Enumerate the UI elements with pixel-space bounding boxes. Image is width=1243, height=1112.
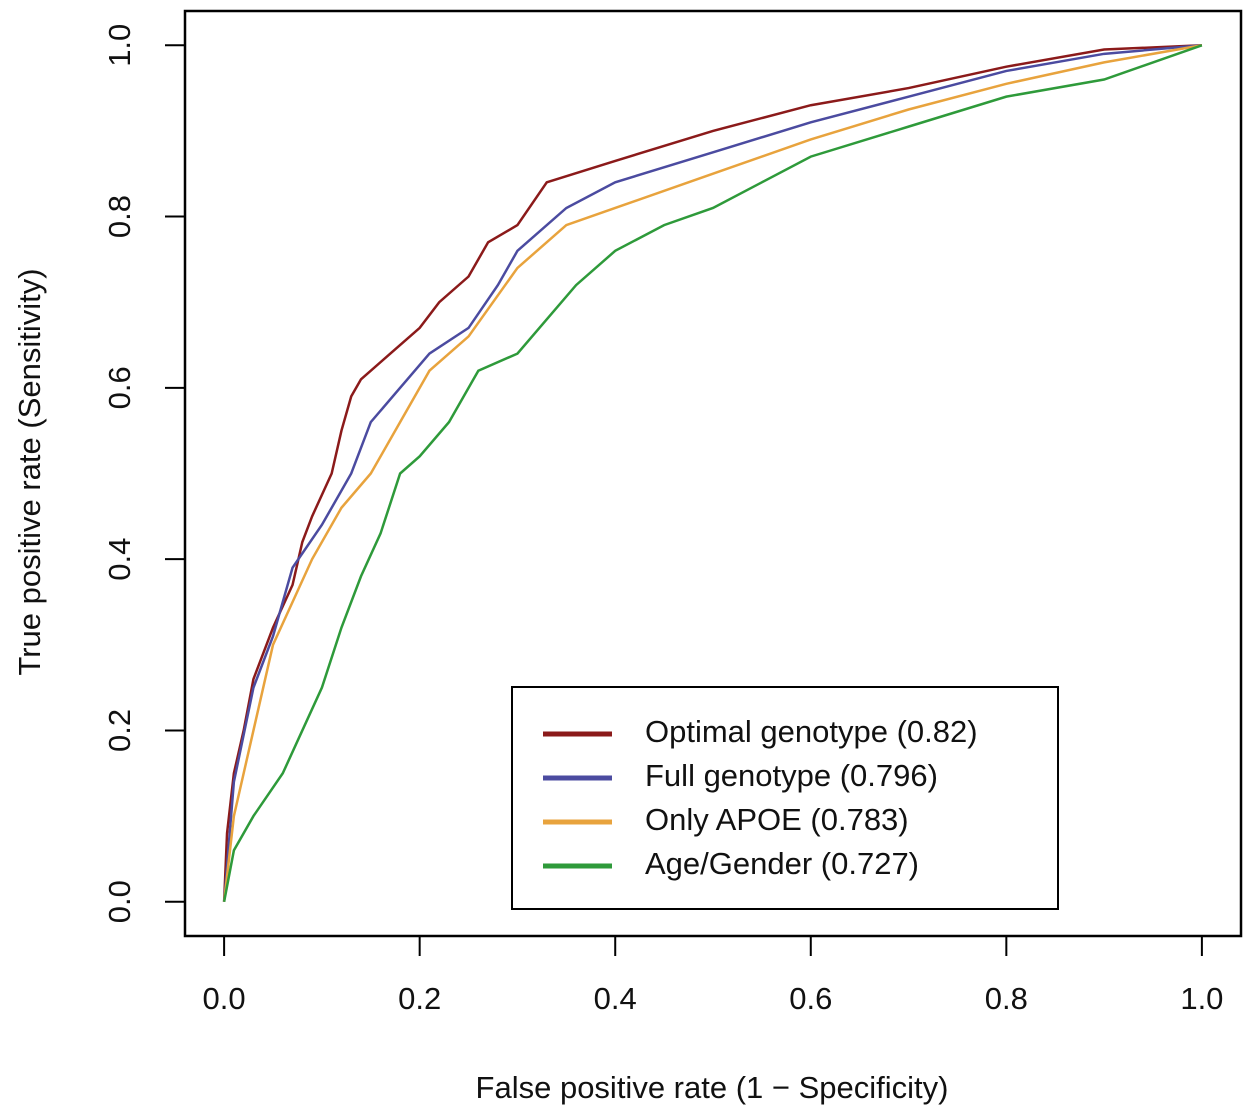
roc-line: [222, 44, 1203, 902]
roc-line: [222, 44, 1202, 902]
legend-label: Full genotype (0.796): [645, 758, 938, 793]
legend-label: Age/Gender (0.727): [645, 846, 919, 881]
y-tick-label: 0.8: [102, 195, 137, 238]
y-tick-label: 0.2: [102, 709, 137, 752]
y-tick-label: 1.0: [102, 24, 137, 67]
roc-line: [222, 44, 1203, 902]
legend-label: Optimal genotype (0.82): [645, 714, 978, 749]
y-tick-label: 0.6: [102, 366, 137, 409]
x-tick-label: 0.6: [789, 981, 832, 1016]
x-tick-label: 0.2: [398, 981, 441, 1016]
legend-box: [511, 686, 1059, 910]
roc-line: [222, 44, 1202, 902]
x-tick-label: 0.4: [594, 981, 637, 1016]
y-tick-label: 0.4: [102, 538, 137, 581]
y-axis-label: True positive rate (Sensitivity): [12, 268, 47, 675]
legend-label: Only APOE (0.783): [645, 802, 909, 837]
x-tick-label: 1.0: [1180, 981, 1223, 1016]
x-tick-label: 0.8: [985, 981, 1028, 1016]
x-tick-label: 0.0: [203, 981, 246, 1016]
y-tick-label: 0.0: [102, 880, 137, 923]
x-axis-label: False positive rate (1 − Specificity): [476, 1070, 949, 1105]
